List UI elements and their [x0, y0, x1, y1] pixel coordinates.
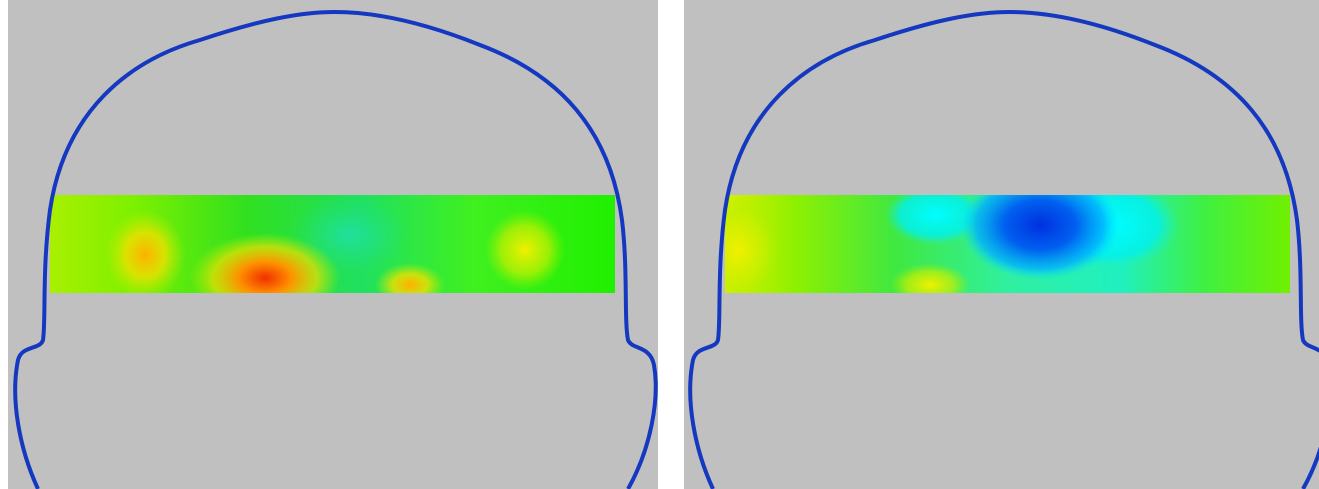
topography-view: [0, 0, 1319, 489]
screen: (() => { const data = JSON.parse(documen…: [0, 0, 1319, 489]
heatmap-blob: [485, 210, 565, 290]
page: {} html, body { margin: 0; padding: 0; b…: [0, 0, 1319, 489]
heatmap-blob: [105, 210, 185, 300]
